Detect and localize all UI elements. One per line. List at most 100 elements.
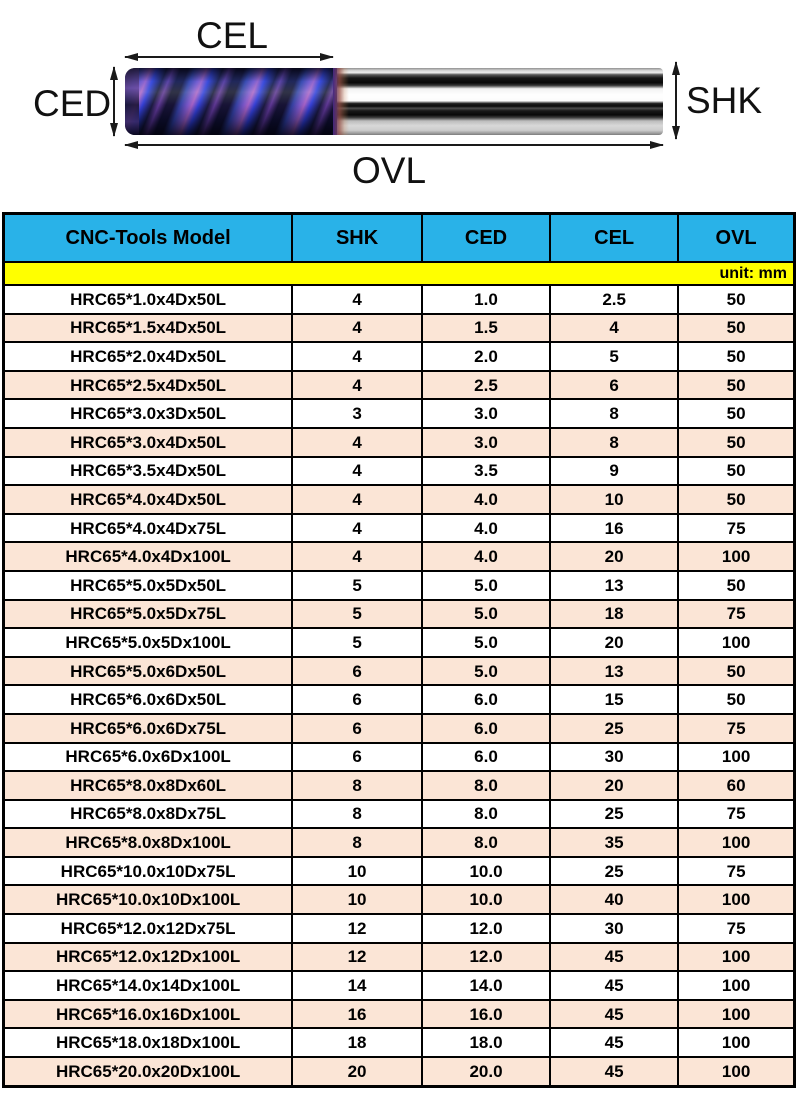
table-cell: HRC65*5.0x6Dx50L	[2, 655, 294, 687]
table-cell: 45	[549, 1027, 680, 1059]
shk-label: SHK	[686, 80, 763, 121]
table-cell: HRC65*6.0x6Dx75L	[2, 712, 294, 744]
table-cell: 5.0	[420, 569, 552, 601]
table-cell: 100	[677, 970, 796, 1001]
table-cell: 10.0	[420, 855, 552, 887]
header-model: CNC-Tools Model	[2, 212, 294, 263]
table-cell: 8.0	[420, 827, 552, 858]
table-cell: 5	[549, 341, 680, 372]
table-cell: 6.0	[420, 712, 552, 744]
table-cell: HRC65*14.0x14Dx100L	[2, 970, 294, 1001]
table-row: HRC65*6.0x6Dx75L 6 6.0 25 75	[2, 712, 796, 744]
table-cell: 6	[549, 369, 680, 401]
table-cell: 100	[677, 1056, 796, 1088]
table-cell: 6.0	[420, 684, 552, 715]
table-row: HRC65*16.0x16Dx100L 16 16.0 45 100	[2, 998, 796, 1030]
table-row: HRC65*3.0x3Dx50L 3 3.0 8 50	[2, 398, 796, 429]
table-row: HRC65*5.0x5Dx50L 5 5.0 13 50	[2, 569, 796, 601]
table-cell: HRC65*3.0x3Dx50L	[2, 398, 294, 429]
table-cell: 35	[549, 827, 680, 858]
table-cell: 75	[677, 798, 796, 830]
table-cell: 75	[677, 855, 796, 887]
table-cell: 13	[549, 569, 680, 601]
table-cell: 14	[291, 970, 423, 1001]
table-cell: HRC65*2.5x4Dx50L	[2, 369, 294, 401]
table-cell: HRC65*12.0x12Dx100L	[2, 941, 294, 973]
table-cell: 4	[291, 455, 423, 487]
table-cell: 100	[677, 541, 796, 572]
table-cell: 1.0	[420, 284, 552, 315]
cel-label: CEL	[196, 15, 268, 56]
table-cell: 5.0	[420, 598, 552, 630]
table-row: HRC65*6.0x6Dx100L 6 6.0 30 100	[2, 741, 796, 773]
table-row: HRC65*10.0x10Dx100L 10 10.0 40 100	[2, 884, 796, 916]
table-cell: HRC65*5.0x5Dx75L	[2, 598, 294, 630]
table-cell: 8.0	[420, 770, 552, 801]
table-cell: 50	[677, 312, 796, 344]
table-cell: 12	[291, 913, 423, 944]
table-cell: 30	[549, 741, 680, 773]
table-cell: HRC65*1.5x4Dx50L	[2, 312, 294, 344]
table-row: HRC65*5.0x5Dx100L 5 5.0 20 100	[2, 627, 796, 658]
table-row: HRC65*1.0x4Dx50L 4 1.0 2.5 50	[2, 284, 796, 315]
unit-note: unit: mm	[2, 261, 796, 286]
table-cell: 4	[291, 341, 423, 372]
table-cell: 100	[677, 741, 796, 773]
table-cell: 100	[677, 1027, 796, 1059]
table-cell: HRC65*5.0x5Dx50L	[2, 569, 294, 601]
header-cel: CEL	[549, 212, 680, 263]
table-cell: HRC65*8.0x8Dx100L	[2, 827, 294, 858]
table-cell: 2.5	[549, 284, 680, 315]
table-cell: HRC65*4.0x4Dx50L	[2, 484, 294, 515]
table-cell: 45	[549, 1056, 680, 1088]
table-row: HRC65*8.0x8Dx60L 8 8.0 20 60	[2, 770, 796, 801]
table-cell: 3.0	[420, 426, 552, 458]
table-cell: 9	[549, 455, 680, 487]
table-cell: 2.5	[420, 369, 552, 401]
table-cell: 100	[677, 884, 796, 916]
endmill-flutes-image	[125, 68, 337, 135]
table-cell: 6.0	[420, 741, 552, 773]
table-cell: 10	[291, 884, 423, 916]
ced-dimension-arrow	[110, 66, 118, 137]
table-row: HRC65*1.5x4Dx50L 4 1.5 4 50	[2, 312, 796, 344]
table-cell: 10	[291, 855, 423, 887]
table-cell: 20.0	[420, 1056, 552, 1088]
endmill-shank-image	[337, 68, 663, 135]
table-cell: 6	[291, 712, 423, 744]
table-cell: 4	[291, 284, 423, 315]
table-cell: 5	[291, 569, 423, 601]
table-cell: 50	[677, 284, 796, 315]
table-cell: 25	[549, 855, 680, 887]
table-cell: 8	[291, 827, 423, 858]
table-cell: 50	[677, 398, 796, 429]
table-cell: 8	[549, 398, 680, 429]
table-cell: 18	[291, 1027, 423, 1059]
table-cell: 3.0	[420, 398, 552, 429]
table-row: HRC65*6.0x6Dx50L 6 6.0 15 50	[2, 684, 796, 715]
table-cell: 4.0	[420, 512, 552, 544]
table-cell: 45	[549, 970, 680, 1001]
table-cell: 50	[677, 655, 796, 687]
table-cell: 5	[291, 627, 423, 658]
table-cell: 16	[291, 998, 423, 1030]
table-cell: 100	[677, 827, 796, 858]
table-cell: 6	[291, 741, 423, 773]
table-cell: 18.0	[420, 1027, 552, 1059]
table-row: HRC65*4.0x4Dx75L 4 4.0 16 75	[2, 512, 796, 544]
table-cell: 5.0	[420, 627, 552, 658]
table-cell: HRC65*12.0x12Dx75L	[2, 913, 294, 944]
endmill-dimension-diagram: CEL CED SHK OVL	[0, 0, 800, 212]
table-cell: 75	[677, 712, 796, 744]
table-row: HRC65*5.0x6Dx50L 6 5.0 13 50	[2, 655, 796, 687]
table-cell: HRC65*8.0x8Dx60L	[2, 770, 294, 801]
table-cell: 3	[291, 398, 423, 429]
table-cell: 25	[549, 798, 680, 830]
table-cell: HRC65*18.0x18Dx100L	[2, 1027, 294, 1059]
table-cell: 20	[291, 1056, 423, 1088]
table-cell: 16	[549, 512, 680, 544]
table-cell: 5	[291, 598, 423, 630]
table-cell: 50	[677, 369, 796, 401]
table-cell: HRC65*3.5x4Dx50L	[2, 455, 294, 487]
table-row: HRC65*3.5x4Dx50L 4 3.5 9 50	[2, 455, 796, 487]
